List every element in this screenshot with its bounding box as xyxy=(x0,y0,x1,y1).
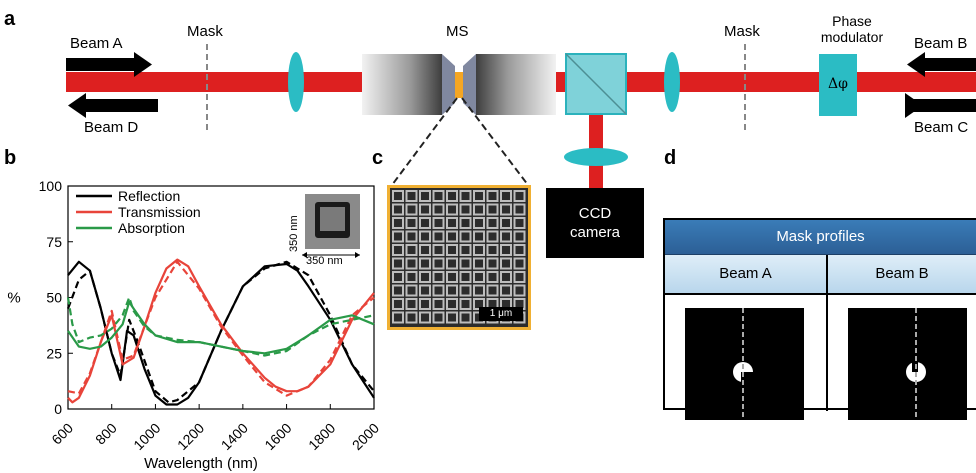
beam-d-arrow-shaft xyxy=(86,99,158,112)
x-tick-label: 600 xyxy=(48,420,76,448)
y-tick-label: 50 xyxy=(46,290,62,306)
series-line-absorption-simulated xyxy=(66,296,375,357)
beam-a-arrow-head xyxy=(134,52,152,77)
mask-image-b xyxy=(848,308,967,420)
x-tick-label: 1000 xyxy=(130,420,163,453)
inset-width-arrow xyxy=(300,246,362,258)
mask-profiles-column-headers: Beam A Beam B xyxy=(665,255,976,295)
delta-phi-label: Δφ xyxy=(828,76,848,92)
beam-c-arrow-shaft xyxy=(905,99,976,112)
mask-profiles-row xyxy=(665,295,976,420)
panel-letter-c: c xyxy=(372,147,384,169)
mask-profiles-header: Mask profiles xyxy=(665,220,976,255)
objective-right xyxy=(476,54,556,115)
mask-profiles-table: Mask profiles Beam A Beam B xyxy=(663,218,976,420)
beam-c-arrow-head xyxy=(905,93,923,118)
y-tick-label: 75 xyxy=(46,234,62,250)
panel-letter-a: a xyxy=(4,8,16,30)
spectrum-chart: 0 25 50 75 100 600 800 1000 1200 1400 1600 1800 2000… xyxy=(7,178,380,472)
y-axis-label: % xyxy=(7,290,20,307)
y-tick-label: 0 xyxy=(54,401,62,417)
beam-splitter-diagonal xyxy=(565,53,627,115)
legend-label: Absorption xyxy=(118,220,185,236)
optical-setup-diagram xyxy=(66,44,976,190)
x-tick-label: 1600 xyxy=(261,420,294,453)
zoom-line-left xyxy=(391,97,458,186)
y-tick-label: 25 xyxy=(46,345,62,361)
beam-a-label: Beam A xyxy=(70,35,123,52)
x-tick-label: 2000 xyxy=(349,420,380,453)
x-tick-label: 1800 xyxy=(305,420,338,453)
beam-a-arrow-shaft xyxy=(66,58,134,71)
y-tick-label: 100 xyxy=(39,178,63,194)
unit-cell-inset xyxy=(305,194,360,249)
x-tick-label: 1400 xyxy=(218,420,251,453)
series-line-reflection-simulated xyxy=(66,260,375,404)
ccd-label-line1: CCD xyxy=(578,205,612,222)
phase-modulator-box xyxy=(819,54,857,116)
mask-cell-a xyxy=(665,295,828,420)
beam-b-arrow-head xyxy=(907,52,925,77)
legend-label: Reflection xyxy=(118,188,180,204)
sem-scale-bar: 1 μm xyxy=(479,307,523,321)
mask-right-label: Mask xyxy=(724,23,760,40)
phase-modulator-label-line1: Phase xyxy=(832,13,872,29)
lens-left xyxy=(288,52,304,112)
beam-c-label: Beam C xyxy=(914,119,969,136)
beam-b-label: Beam B xyxy=(914,35,968,52)
mask-image-a xyxy=(685,308,804,420)
zoom-line-right xyxy=(461,97,529,186)
ccd-camera: CCD camera xyxy=(546,188,644,258)
metasurface-sample xyxy=(455,72,463,98)
mask-col-beam-b: Beam B xyxy=(828,255,976,293)
series-line-reflection xyxy=(67,260,375,406)
lens-camera xyxy=(564,148,628,166)
panel-letter-b: b xyxy=(4,147,17,169)
ccd-label-line2: camera xyxy=(569,224,621,241)
split-ring-resonator xyxy=(315,202,350,238)
beam-d-arrow-head xyxy=(68,93,86,118)
legend-label: Transmission xyxy=(118,204,201,220)
objective-left xyxy=(362,54,442,115)
metasurface-label: MS xyxy=(446,23,469,40)
x-axis-label: Wavelength (nm) xyxy=(144,455,258,472)
inset-height-label: 350 nm xyxy=(288,215,300,252)
objective-left-tip xyxy=(442,54,455,115)
mask-col-beam-a: Beam A xyxy=(665,255,828,293)
panel-letter-d: d xyxy=(664,147,677,169)
mask-cell-b xyxy=(828,295,976,420)
x-tick-label: 800 xyxy=(92,420,120,448)
mask-left-label: Mask xyxy=(187,23,223,40)
phase-modulator-label-line2: modulator xyxy=(820,29,884,45)
objective-right-tip xyxy=(463,54,476,115)
inset-width-label: 350 nm xyxy=(306,255,343,267)
lens-right xyxy=(664,52,680,112)
beam-d-label: Beam D xyxy=(84,119,139,136)
x-tick-label: 1200 xyxy=(174,420,207,453)
phase-modulator-label: Phase modulator xyxy=(817,13,887,45)
sem-image-frame: 1 μm xyxy=(387,185,531,330)
beam-b-arrow-shaft xyxy=(925,58,976,71)
